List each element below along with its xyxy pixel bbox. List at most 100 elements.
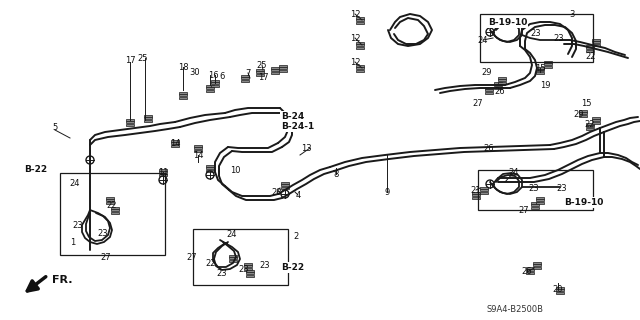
Bar (592, 122, 600, 124)
Bar (356, 68, 364, 69)
Bar (211, 80, 220, 82)
Text: 11: 11 (157, 167, 168, 177)
Bar (246, 270, 254, 272)
Bar (356, 47, 364, 49)
Bar (279, 65, 287, 67)
Text: 23: 23 (73, 220, 83, 229)
Text: 23: 23 (529, 183, 540, 193)
Text: 23: 23 (217, 269, 227, 278)
Text: 14: 14 (170, 139, 180, 148)
Bar (485, 90, 493, 92)
Text: 24: 24 (509, 167, 519, 177)
Bar (592, 119, 600, 121)
Text: S9A4-B2500B: S9A4-B2500B (486, 305, 543, 314)
Bar (159, 172, 167, 173)
Bar (281, 182, 289, 184)
Bar (586, 128, 594, 130)
Bar (586, 123, 594, 125)
Text: 9: 9 (385, 188, 390, 196)
Bar (526, 269, 534, 271)
Bar (536, 72, 544, 74)
Text: 1: 1 (70, 237, 76, 246)
Bar (472, 196, 480, 198)
Text: 7: 7 (245, 68, 251, 77)
Bar (579, 110, 588, 112)
Bar (106, 199, 114, 201)
Text: B-22: B-22 (24, 165, 47, 174)
Bar (356, 65, 364, 67)
Bar (356, 20, 364, 21)
Text: 12: 12 (349, 34, 360, 43)
Text: 24: 24 (70, 179, 80, 188)
Bar (206, 170, 214, 172)
Bar (206, 90, 214, 92)
Bar (480, 187, 488, 189)
Bar (592, 42, 600, 44)
Text: 22: 22 (107, 201, 117, 210)
Bar (241, 75, 249, 77)
Bar (244, 268, 252, 269)
Bar (246, 272, 254, 274)
Bar (279, 70, 287, 72)
Bar (485, 87, 493, 89)
Bar (206, 167, 214, 169)
Text: 27: 27 (473, 99, 483, 108)
Bar (556, 287, 564, 289)
Bar (241, 80, 249, 82)
Text: 23: 23 (260, 260, 270, 269)
Bar (244, 266, 252, 268)
Bar (211, 84, 220, 86)
Bar (472, 195, 480, 196)
Bar (193, 229, 288, 285)
Bar (111, 210, 119, 212)
Text: 25: 25 (257, 60, 268, 69)
Text: 26: 26 (522, 268, 532, 276)
Bar (472, 192, 480, 194)
Text: B-19-10: B-19-10 (564, 198, 604, 207)
Bar (532, 264, 541, 266)
Bar (494, 87, 502, 89)
Bar (206, 87, 214, 89)
Text: 23: 23 (557, 183, 567, 193)
Bar (179, 94, 188, 96)
Bar (194, 145, 202, 147)
Bar (229, 258, 237, 260)
Bar (356, 22, 364, 24)
Bar (579, 112, 588, 114)
Bar (536, 67, 544, 69)
Bar (206, 165, 214, 167)
Text: 20: 20 (553, 284, 563, 293)
Bar (281, 187, 289, 188)
Bar (271, 67, 279, 69)
Text: 29: 29 (482, 68, 492, 76)
Text: 22: 22 (586, 52, 596, 60)
Bar (179, 92, 188, 94)
Bar (586, 47, 594, 49)
Text: 29: 29 (573, 109, 584, 118)
Bar (485, 92, 493, 93)
Text: 2: 2 (293, 231, 299, 241)
Bar (586, 45, 594, 47)
Bar (256, 74, 264, 76)
Bar (126, 124, 134, 125)
Bar (206, 85, 214, 87)
Bar (106, 197, 114, 199)
Bar (106, 202, 114, 204)
Text: 19: 19 (540, 81, 550, 90)
Bar (126, 122, 134, 124)
Bar (229, 260, 237, 261)
Text: 22: 22 (585, 119, 595, 129)
Text: 15: 15 (535, 63, 545, 73)
Bar (171, 140, 179, 142)
Text: 23: 23 (554, 34, 564, 43)
Bar (241, 77, 249, 79)
Bar (480, 189, 488, 191)
Bar (480, 192, 488, 194)
Bar (194, 148, 202, 149)
Text: 17: 17 (125, 55, 135, 65)
Text: 12: 12 (349, 10, 360, 19)
Bar (544, 61, 552, 63)
Bar (592, 44, 600, 45)
Bar (271, 72, 279, 74)
Bar (494, 84, 502, 86)
